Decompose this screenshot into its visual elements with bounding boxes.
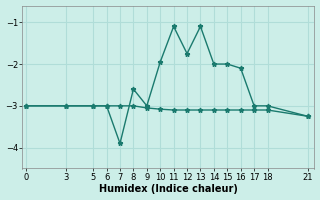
- X-axis label: Humidex (Indice chaleur): Humidex (Indice chaleur): [99, 184, 238, 194]
